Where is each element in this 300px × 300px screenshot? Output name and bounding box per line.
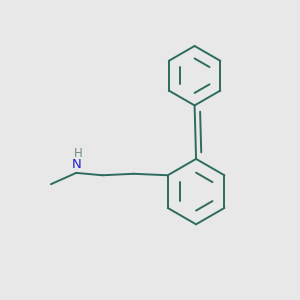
Text: N: N [71, 158, 81, 171]
Text: H: H [74, 146, 83, 160]
